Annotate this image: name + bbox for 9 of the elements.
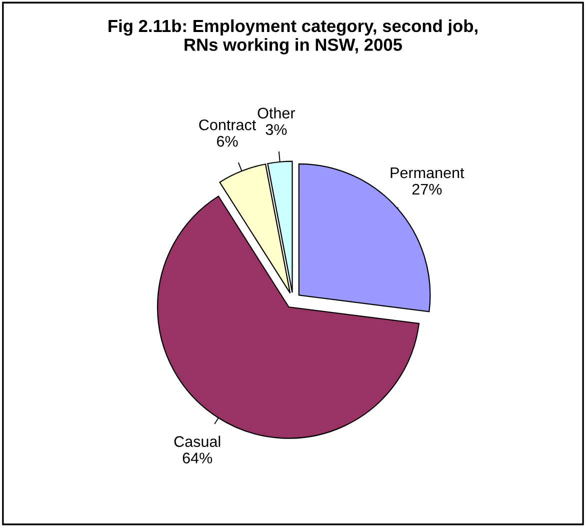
data-label: 3%	[266, 124, 287, 135]
slice-label: Permanent	[390, 168, 464, 178]
slice-label: Casual	[174, 436, 220, 447]
slice-label: Contract	[199, 119, 256, 130]
data-label: 27%	[412, 184, 442, 195]
chart-title: Fig 2.11b: Employment category, second job, RNs working in NSW, 2005	[108, 19, 478, 54]
slice-label: Other	[258, 107, 296, 119]
data-label: 64%	[182, 452, 212, 464]
data-label: 6%	[217, 136, 238, 147]
